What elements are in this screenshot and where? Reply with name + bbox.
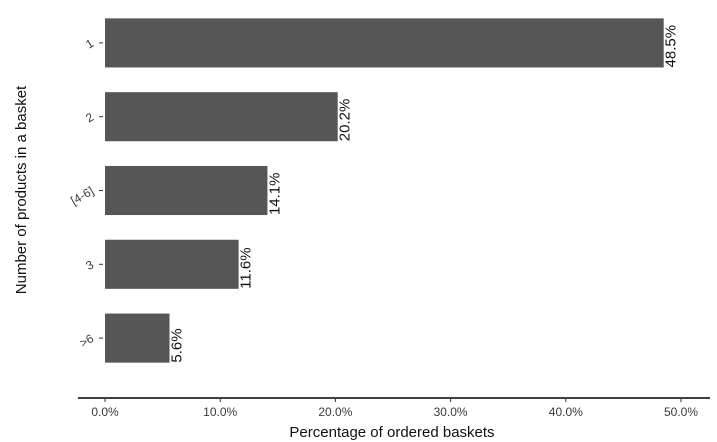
bar-0 (105, 18, 664, 68)
y-axis-title: Number of products in a basket (13, 85, 30, 294)
bar-2 (105, 165, 268, 216)
x-axis: 0.0% 10.0% 20.0% 30.0% 40.0% 50.0% (78, 397, 710, 419)
x-axis-title: Percentage of ordered baskets (289, 424, 494, 441)
bar-1 (105, 92, 338, 142)
data-label-0: 48.5% (663, 25, 680, 68)
bars (105, 18, 664, 363)
x-tick-label-4: 40.0% (549, 405, 583, 419)
data-label-1: 20.2% (337, 99, 354, 142)
data-label-2: 14.1% (266, 172, 283, 215)
x-tick-label-1: 10.0% (203, 405, 237, 419)
bar-3 (105, 239, 239, 289)
x-tick-label-5: 50.0% (664, 405, 698, 419)
data-label-4: 5.6% (169, 328, 186, 362)
y-tick-label-0: 1 (83, 36, 96, 52)
y-axis: 1 2 [4-6] 3 >6 (68, 36, 103, 350)
y-tick-label-1: 2 (83, 110, 96, 126)
x-tick-label-2: 20.0% (318, 405, 352, 419)
data-label-3: 11.6% (238, 247, 255, 288)
y-tick-label-3: 3 (83, 257, 96, 273)
y-tick-label-2: [4-6] (68, 184, 96, 208)
x-tick-label-0: 0.0% (91, 405, 119, 419)
x-tick-label-3: 30.0% (434, 405, 468, 419)
y-tick-label-4: >6 (77, 331, 96, 350)
bar-4 (105, 313, 170, 363)
data-labels: 48.5% 20.2% 14.1% 11.6% 5.6% (169, 25, 680, 363)
